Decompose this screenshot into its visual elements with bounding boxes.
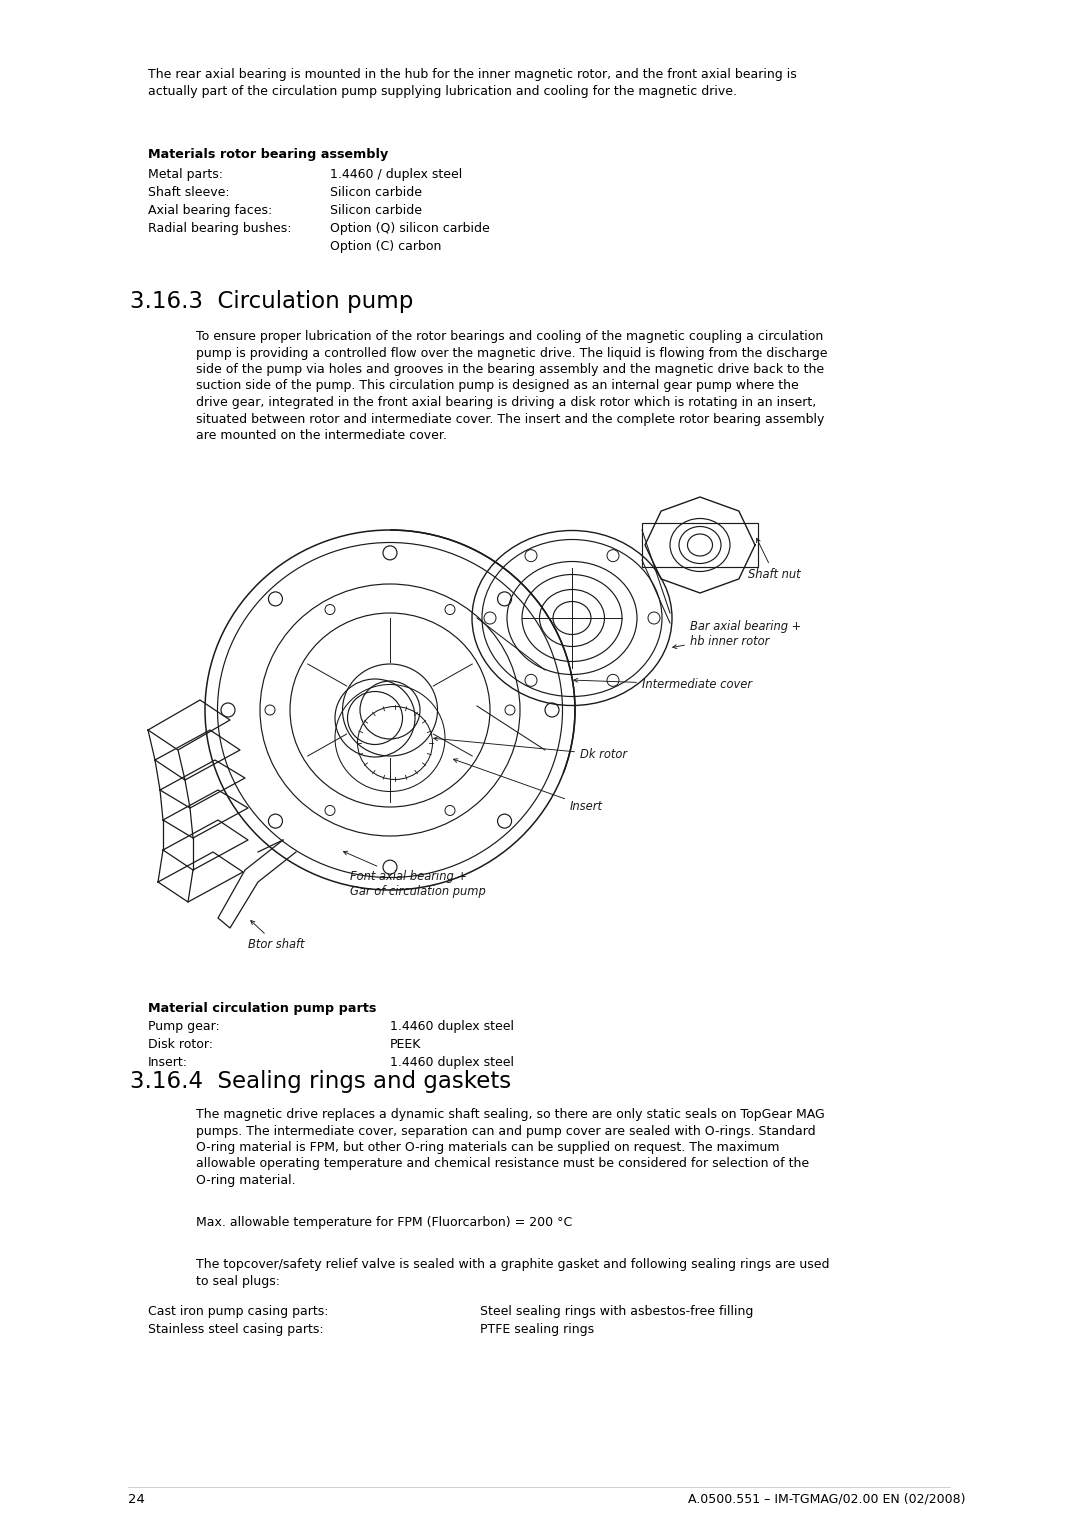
Text: The rear axial bearing is mounted in the hub for the inner magnetic rotor, and t: The rear axial bearing is mounted in the…: [148, 69, 797, 98]
Text: Silicon carbide: Silicon carbide: [330, 205, 422, 217]
Text: Shaft sleeve:: Shaft sleeve:: [148, 186, 230, 199]
Text: Material circulation pump parts: Material circulation pump parts: [148, 1002, 376, 1015]
Text: 3.16.4  Sealing rings and gaskets: 3.16.4 Sealing rings and gaskets: [130, 1070, 511, 1093]
Text: Silicon carbide: Silicon carbide: [330, 186, 422, 199]
Text: Cast iron pump casing parts:: Cast iron pump casing parts:: [148, 1306, 328, 1318]
Text: Stainless steel casing parts:: Stainless steel casing parts:: [148, 1322, 324, 1336]
Text: The topcover/safety relief valve is sealed with a graphite gasket and following : The topcover/safety relief valve is seal…: [195, 1258, 829, 1287]
Text: Btor shaft: Btor shaft: [248, 921, 305, 951]
Text: To ensure proper lubrication of the rotor bearings and cooling of the magnetic c: To ensure proper lubrication of the roto…: [195, 330, 827, 441]
Text: 1.4460 / duplex steel: 1.4460 / duplex steel: [330, 168, 462, 182]
Text: A.0500.551 – IM-TGMAG/02.00 EN (02/2008): A.0500.551 – IM-TGMAG/02.00 EN (02/2008): [688, 1493, 966, 1506]
Text: Shaft nut: Shaft nut: [748, 539, 800, 580]
Text: Axial bearing faces:: Axial bearing faces:: [148, 205, 272, 217]
Text: Radial bearing bushes:: Radial bearing bushes:: [148, 221, 292, 235]
Text: Metal parts:: Metal parts:: [148, 168, 222, 182]
Text: PEEK: PEEK: [390, 1038, 421, 1051]
Text: Intermediate cover: Intermediate cover: [573, 678, 752, 692]
Text: Pump gear:: Pump gear:: [148, 1020, 219, 1032]
Text: 3.16.3  Circulation pump: 3.16.3 Circulation pump: [130, 290, 414, 313]
Text: Max. allowable temperature for FPM (Fluorcarbon) = 200 °C: Max. allowable temperature for FPM (Fluo…: [195, 1215, 572, 1229]
Text: Option (Q) silicon carbide: Option (Q) silicon carbide: [330, 221, 489, 235]
Text: 24: 24: [129, 1493, 145, 1506]
Text: Font axial bearing +
Gar of circulation pump: Font axial bearing + Gar of circulation …: [343, 851, 486, 898]
Text: Disk rotor:: Disk rotor:: [148, 1038, 213, 1051]
Bar: [642, 524, 758, 567]
Text: Insert: Insert: [454, 759, 603, 812]
Text: Dk rotor: Dk rotor: [434, 738, 627, 760]
Text: 1.4460 duplex steel: 1.4460 duplex steel: [390, 1057, 514, 1069]
Text: Materials rotor bearing assembly: Materials rotor bearing assembly: [148, 148, 388, 160]
Text: 1.4460 duplex steel: 1.4460 duplex steel: [390, 1020, 514, 1032]
Text: Bar axial bearing +
hb inner rotor: Bar axial bearing + hb inner rotor: [673, 620, 801, 649]
Text: Steel sealing rings with asbestos-free filling: Steel sealing rings with asbestos-free f…: [480, 1306, 754, 1318]
Text: Insert:: Insert:: [148, 1057, 188, 1069]
Text: The magnetic drive replaces a dynamic shaft sealing, so there are only static se: The magnetic drive replaces a dynamic sh…: [195, 1109, 825, 1186]
Text: Option (C) carbon: Option (C) carbon: [330, 240, 442, 253]
Text: PTFE sealing rings: PTFE sealing rings: [480, 1322, 594, 1336]
